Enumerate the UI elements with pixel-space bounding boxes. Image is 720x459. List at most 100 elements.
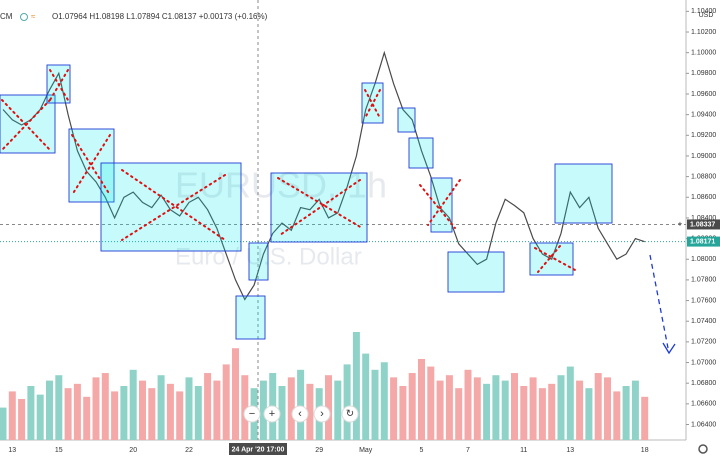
x-pattern <box>419 179 461 229</box>
volume-bar <box>473 377 481 440</box>
scroll-left-icon: ‹ <box>298 408 302 420</box>
volume-bar <box>566 366 574 440</box>
icon <box>20 13 28 21</box>
x-pattern <box>71 134 111 196</box>
y-tick-label: 1.09000 <box>691 153 716 160</box>
volume-bar <box>418 359 425 440</box>
volume-bar <box>622 386 630 440</box>
y-tick-label: 1.07600 <box>691 297 716 304</box>
range-box <box>100 162 242 252</box>
x-tick-label: 29 <box>315 447 323 454</box>
crosshair-price-label: 1.08337 <box>690 221 715 228</box>
volume-bar <box>362 353 370 440</box>
volume-bar <box>343 364 351 440</box>
volume-bar <box>232 348 239 440</box>
volume-bar <box>139 380 146 440</box>
zoom-in-icon: + <box>269 408 275 420</box>
volume-bar <box>511 373 518 440</box>
y-tick-label: 1.10200 <box>691 29 716 36</box>
zoom-out-icon: − <box>249 408 255 420</box>
scroll-right-icon: › <box>320 408 324 420</box>
y-tick-label: 1.08400 <box>691 215 716 222</box>
volume-bar <box>120 386 128 440</box>
volume-bar <box>55 375 63 440</box>
x-tick-label: 5 <box>420 447 424 454</box>
arrow-head <box>662 342 676 355</box>
x-tick-label: 20 <box>129 447 137 454</box>
volume-bar <box>613 391 621 440</box>
volume-bar <box>576 380 584 440</box>
drawings <box>0 64 676 355</box>
crosshair-time-label: 24 Apr '20 17:00 <box>232 446 285 453</box>
projection-arrow <box>649 254 669 349</box>
zoom-out-button[interactable] <box>243 405 261 423</box>
zoom-toolbar: − + ‹ › ↻ <box>243 405 359 423</box>
volume-bar <box>157 375 165 440</box>
volume-bar <box>594 373 602 440</box>
volume-bar <box>222 364 230 440</box>
range-box <box>408 137 434 169</box>
x-pattern <box>49 69 69 101</box>
volume-bar <box>390 377 398 440</box>
volume-bar <box>27 386 35 440</box>
reset-button[interactable] <box>341 405 359 423</box>
volume-bar <box>148 388 156 440</box>
volume-bar <box>604 377 611 440</box>
volume-bar <box>464 369 472 440</box>
volume-bar <box>278 386 286 440</box>
volume-bar <box>241 375 249 440</box>
y-tick-label: 1.08000 <box>691 256 716 263</box>
volume-bar <box>334 380 342 440</box>
y-tick-label: 1.09600 <box>691 91 716 98</box>
x-pattern <box>534 245 576 273</box>
volume-bar <box>557 375 565 440</box>
volume-bar <box>213 380 221 440</box>
volume-bar <box>371 369 379 440</box>
volume-bar <box>455 388 463 440</box>
volume-bar <box>46 380 53 440</box>
range-box <box>447 251 505 293</box>
volume-bar <box>408 373 416 440</box>
crosshair-plus: + <box>678 220 683 229</box>
volume-bar <box>585 388 593 440</box>
volume-bar <box>529 377 537 440</box>
y-tick-label: 1.08600 <box>691 194 716 201</box>
settings-button[interactable] <box>698 444 708 454</box>
y-tick-label: 1.10000 <box>691 50 716 57</box>
y-tick-label: 1.07400 <box>691 318 716 325</box>
range-box <box>554 163 613 224</box>
x-pattern <box>364 89 381 119</box>
x-tick-label: 13 <box>8 447 16 454</box>
icon: ≈ <box>31 12 36 21</box>
volume-bar <box>111 391 119 440</box>
ohlc-legend: O1.07964 H1.08198 L1.07894 C1.08137 +0.0… <box>52 12 268 21</box>
crosshair-time-box <box>229 443 287 455</box>
volume-bar <box>445 375 453 440</box>
volume-bar <box>8 391 16 440</box>
volume-bar <box>641 396 649 440</box>
volume-bar <box>352 332 360 440</box>
volume-bar <box>73 383 81 440</box>
volume-bar <box>129 369 137 440</box>
y-tick-label: 1.09400 <box>691 111 716 118</box>
range-box <box>248 242 269 281</box>
y-tick-label: 1.09200 <box>691 132 716 139</box>
volume-bar <box>483 383 491 440</box>
volume-bar <box>0 407 7 440</box>
price-line <box>2 50 645 301</box>
scroll-left-button[interactable] <box>291 405 309 423</box>
volume-bar <box>548 383 556 440</box>
volume-bar <box>399 386 407 440</box>
volume-bar <box>176 391 184 440</box>
volume-bar <box>101 373 109 440</box>
symbol-fragment: CM <box>0 12 13 21</box>
x-tick-label: 22 <box>185 447 193 454</box>
range-box <box>235 295 266 340</box>
volume-bar <box>538 388 546 440</box>
zoom-in-button[interactable] <box>263 405 281 423</box>
volume-bar <box>166 383 174 440</box>
range-box <box>397 107 416 133</box>
scroll-right-button[interactable] <box>313 405 331 423</box>
volume-bar <box>427 366 435 440</box>
